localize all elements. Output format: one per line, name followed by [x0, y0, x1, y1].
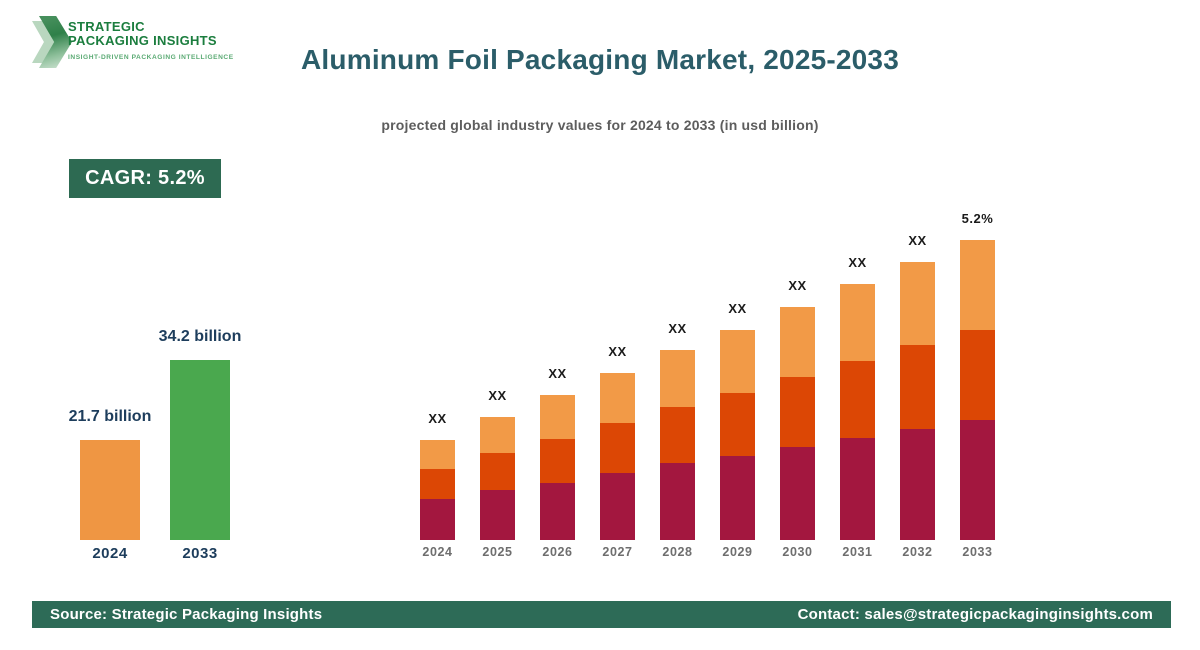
bar-segment	[780, 307, 815, 377]
bar-2025: XX 2025	[480, 388, 515, 559]
bar-value-label: XX	[668, 321, 687, 336]
bar-segment	[660, 407, 695, 463]
bar-segment	[660, 463, 695, 540]
bar-segment	[600, 473, 635, 540]
logo-text: STRATEGIC PACKAGING INSIGHTS INSIGHT-DRI…	[68, 19, 234, 62]
cagr-badge: CAGR: 5.2%	[69, 159, 221, 198]
bar-segment	[420, 469, 455, 499]
bar-segment	[720, 456, 755, 540]
axis-label-2027: 2027	[602, 545, 633, 559]
bar-2024: XX 2024	[420, 411, 455, 559]
bar-segment	[900, 345, 935, 429]
axis-label-2028: 2028	[662, 545, 693, 559]
bar-segment	[840, 284, 875, 361]
bar-value-label: XX	[788, 278, 807, 293]
axis-label-2025: 2025	[482, 545, 513, 559]
axis-label-2024: 2024	[422, 545, 453, 559]
axis-label-2030: 2030	[782, 545, 813, 559]
footer-bar: Source: Strategic Packaging Insights Con…	[32, 601, 1171, 628]
axis-label-2024: 2024	[92, 545, 128, 562]
bar-segment	[80, 440, 140, 540]
bar-segment	[960, 330, 995, 420]
bar-segment	[840, 361, 875, 438]
bar-segment	[480, 490, 515, 540]
bar-segment	[660, 350, 695, 407]
logo-name-line1: STRATEGIC	[68, 19, 145, 34]
bar-value-label: XX	[848, 255, 867, 270]
logo-name-line2: PACKAGING INSIGHTS	[68, 33, 217, 48]
double-chevron-right-icon	[32, 16, 72, 68]
axis-label-2033: 2033	[962, 545, 993, 559]
page-title: Aluminum Foil Packaging Market, 2025-203…	[301, 44, 899, 75]
bar-segment	[900, 429, 935, 540]
axis-label-2031: 2031	[842, 545, 873, 559]
bar-value-label: 5.2%	[961, 211, 994, 226]
bar-value-label: 21.7 billion	[68, 408, 152, 425]
bar-segment	[420, 440, 455, 469]
bar-segment	[720, 393, 755, 456]
stacked-bar-chart: XX 2024 XX 2025 XX 2026 XX 2027 XX 2028 XX 2029 XX 20…	[420, 200, 1000, 559]
bar-value-label: XX	[608, 344, 627, 359]
bar-segment	[900, 262, 935, 345]
bar-2033: 5.2% 2033	[960, 211, 995, 559]
axis-label-2032: 2032	[902, 545, 933, 559]
bar-segment	[960, 420, 995, 540]
summary-bar-chart: 21.7 billion 2024 34.2 billion 2033	[69, 200, 242, 562]
bar-value-label: XX	[488, 388, 507, 403]
bar-segment	[600, 423, 635, 473]
bar-2024: 21.7 billion 2024	[69, 408, 152, 562]
bar-segment	[600, 373, 635, 423]
bar-value-label: XX	[428, 411, 447, 426]
bar-2033: 34.2 billion 2033	[159, 328, 242, 562]
bar-segment	[780, 447, 815, 540]
source-text: Source: Strategic Packaging Insights	[50, 606, 323, 623]
bar-2032: XX 2032	[900, 233, 935, 559]
contact-text: Contact: sales@strategicpackaginginsight…	[797, 606, 1153, 623]
logo-tagline: INSIGHT-DRIVEN PACKAGING INTELLIGENCE	[68, 54, 234, 61]
bar-value-label: 34.2 billion	[158, 328, 242, 345]
bar-segment	[540, 483, 575, 540]
bar-segment	[960, 240, 995, 330]
logo: STRATEGIC PACKAGING INSIGHTS INSIGHT-DRI…	[32, 14, 292, 76]
bar-segment	[420, 499, 455, 540]
bar-value-label: XX	[548, 366, 567, 381]
bar-value-label: XX	[728, 301, 747, 316]
bar-segment	[170, 360, 230, 540]
axis-label-2033: 2033	[182, 545, 218, 562]
bar-segment	[540, 395, 575, 439]
bar-2027: XX 2027	[600, 344, 635, 559]
bar-2026: XX 2026	[540, 366, 575, 559]
bar-2028: XX 2028	[660, 321, 695, 559]
axis-label-2029: 2029	[722, 545, 753, 559]
bar-2031: XX 2031	[840, 255, 875, 559]
bar-segment	[780, 377, 815, 447]
bar-segment	[480, 417, 515, 453]
bar-segment	[540, 439, 575, 483]
bar-value-label: XX	[908, 233, 927, 248]
bar-2030: XX 2030	[780, 278, 815, 559]
chart-subtitle: projected global industry values for 202…	[381, 117, 819, 133]
bar-2029: XX 2029	[720, 301, 755, 559]
axis-label-2026: 2026	[542, 545, 573, 559]
bar-segment	[720, 330, 755, 393]
bar-segment	[480, 453, 515, 490]
bar-segment	[840, 438, 875, 540]
